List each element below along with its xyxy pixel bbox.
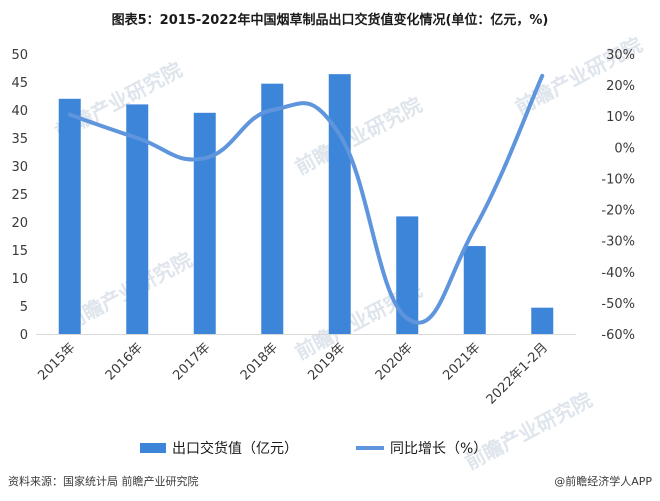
x-tick-label: 2016年 <box>103 340 146 383</box>
x-tick-label: 2017年 <box>170 340 213 383</box>
left-axis: 0 5 10 15 20 25 30 35 40 45 50 <box>11 48 28 343</box>
y-left-tick-label: 35 <box>11 132 28 147</box>
x-tick-label: 2022年1-2月 <box>484 340 551 407</box>
legend: 出口交货值（亿元） 同比增长（%） <box>140 440 487 457</box>
x-tick-label: 2015年 <box>35 340 78 383</box>
watermark-text: 前瞻产业研究院 <box>461 387 596 474</box>
source-credit: @前瞻经济学人APP <box>554 474 652 488</box>
bar <box>58 98 81 334</box>
source-note: 资料来源：国家统计局 前瞻产业研究院 <box>8 474 199 488</box>
y-left-tick-label: 15 <box>11 244 28 259</box>
y-left-tick-label: 50 <box>11 48 28 63</box>
bar-series <box>58 74 554 335</box>
y-left-tick-label: 25 <box>11 188 28 203</box>
y-right-tick-label: -30% <box>601 235 635 250</box>
legend-label-bar: 出口交货值（亿元） <box>172 440 298 457</box>
y-right-tick-label: 10% <box>606 110 635 125</box>
y-left-tick-label: 10 <box>11 272 28 287</box>
y-right-tick-label: -50% <box>601 297 635 312</box>
bar <box>193 112 216 334</box>
x-tick-label: 2020年 <box>373 340 416 383</box>
y-left-tick-label: 5 <box>20 300 28 315</box>
legend-swatch-bar <box>140 443 166 453</box>
right-axis: -60% -50% -40% -30% -20% -10% 0% 10% 20% 30% <box>601 48 635 343</box>
x-tick-label: 2021年 <box>440 340 483 383</box>
chart-title: 图表5：2015-2022年中国烟草制品出口交货值变化情况(单位：亿元，%) <box>112 12 549 28</box>
y-left-tick-label: 20 <box>11 216 28 231</box>
y-right-tick-label: 0% <box>614 141 635 156</box>
y-right-tick-label: 30% <box>606 48 635 63</box>
bar <box>396 216 419 334</box>
y-right-tick-label: -10% <box>601 172 635 187</box>
bar <box>328 74 351 334</box>
y-right-tick-label: 20% <box>606 79 635 94</box>
legend-label-line: 同比增长（%） <box>390 441 487 457</box>
y-left-tick-label: 45 <box>11 76 28 91</box>
y-right-tick-label: -40% <box>601 266 635 281</box>
bar <box>531 307 554 334</box>
y-left-tick-label: 30 <box>11 160 28 175</box>
y-left-tick-label: 40 <box>11 104 28 119</box>
y-right-tick-label: -20% <box>601 204 635 219</box>
x-tick-label: 2018年 <box>238 340 281 383</box>
y-left-tick-label: 0 <box>20 328 28 343</box>
bar <box>463 246 486 334</box>
bar <box>126 104 149 335</box>
bar <box>261 83 284 335</box>
y-right-tick-label: -60% <box>601 328 635 343</box>
x-axis: 2015年 2016年 2017年 2018年 2019年 2020年 2021年 2022年… <box>35 340 551 407</box>
growth-line <box>67 73 545 325</box>
